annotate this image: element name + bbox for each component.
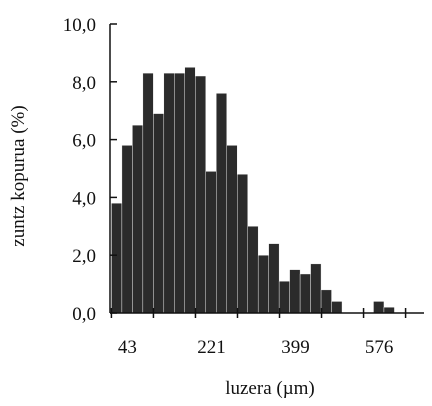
- x-axis-label: luzera (µm): [225, 378, 315, 399]
- histogram-bar: [237, 174, 248, 314]
- y-tick-label: 4,0: [72, 188, 96, 209]
- histogram-bar: [373, 301, 385, 314]
- histogram-bar: [331, 301, 343, 314]
- histogram-bar: [153, 113, 165, 314]
- axes-group: [109, 24, 424, 314]
- y-tick-label: 6,0: [72, 131, 96, 152]
- histogram-bar: [142, 72, 154, 314]
- y-tick-label: 2,0: [72, 246, 96, 267]
- histogram-bar: [247, 226, 259, 314]
- histogram-bar: [163, 72, 175, 314]
- histogram-bar: [216, 93, 227, 314]
- histogram-bar: [310, 263, 322, 314]
- histogram-bar: [111, 202, 123, 314]
- bars-group: [111, 67, 395, 314]
- y-ticks-group: 0,0 2,0 4,0 6,0 8,0 10,0: [63, 15, 117, 325]
- histogram-bar: [257, 254, 269, 314]
- histogram-bar: [226, 145, 238, 314]
- x-tick-label: 576: [365, 337, 394, 358]
- histogram-bar: [320, 289, 332, 314]
- y-axis-label: zuntz kopurua (%): [8, 105, 29, 246]
- x-tick-label: 221: [197, 337, 226, 358]
- x-tick-label: 43: [118, 337, 137, 358]
- x-ticks-group: 43 221 399 576: [110, 308, 407, 358]
- x-tick-label: 399: [281, 337, 310, 358]
- histogram-bar: [268, 243, 280, 314]
- y-tick-label: 8,0: [72, 73, 96, 94]
- histogram-bar: [205, 171, 217, 314]
- histogram-bar: [383, 307, 395, 314]
- y-tick-label: 10,0: [63, 15, 96, 36]
- histogram-bar: [195, 75, 206, 314]
- histogram-bar: [289, 269, 301, 314]
- histogram-bar: [132, 124, 144, 314]
- histogram-bar: [174, 72, 185, 314]
- histogram-bar: [278, 281, 290, 314]
- y-tick-label: 0,0: [72, 304, 96, 325]
- histogram-bar: [121, 145, 133, 314]
- histogram-bar: [299, 273, 311, 314]
- histogram-bar: [184, 67, 196, 314]
